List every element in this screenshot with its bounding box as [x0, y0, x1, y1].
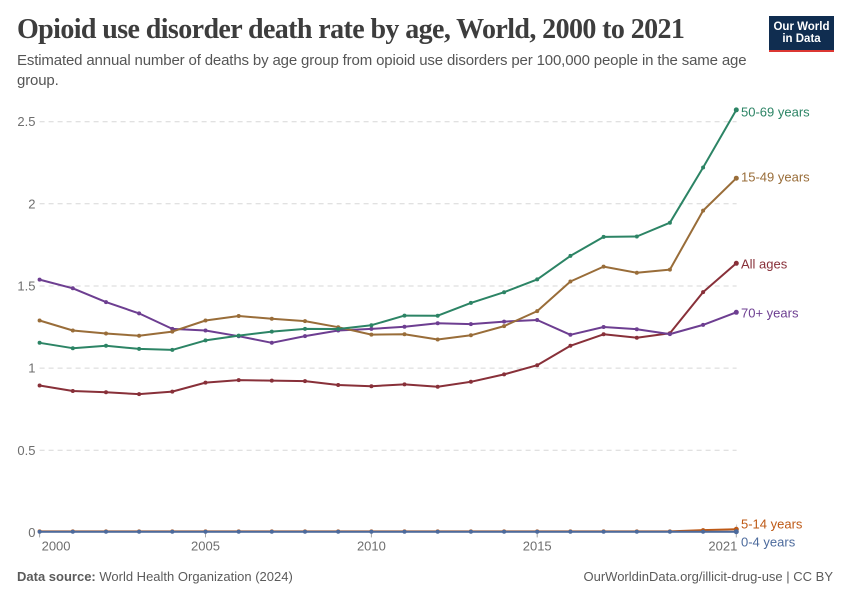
svg-text:2021: 2021 — [708, 538, 737, 553]
svg-text:1.5: 1.5 — [17, 279, 35, 294]
svg-text:0.5: 0.5 — [17, 443, 35, 458]
svg-text:1: 1 — [28, 361, 35, 376]
svg-text:2.5: 2.5 — [17, 114, 35, 129]
svg-text:15-49 years: 15-49 years — [741, 170, 810, 185]
svg-text:2: 2 — [28, 196, 35, 211]
svg-text:All ages: All ages — [741, 257, 788, 272]
svg-text:2015: 2015 — [523, 538, 552, 553]
svg-text:0-4 years: 0-4 years — [741, 535, 796, 550]
svg-text:2010: 2010 — [357, 538, 386, 553]
svg-text:50-69 years: 50-69 years — [741, 105, 810, 120]
svg-text:5-14 years: 5-14 years — [741, 517, 803, 532]
svg-text:0: 0 — [28, 525, 35, 540]
svg-text:70+ years: 70+ years — [741, 306, 799, 321]
svg-text:2000: 2000 — [42, 538, 71, 553]
svg-text:2005: 2005 — [191, 538, 220, 553]
